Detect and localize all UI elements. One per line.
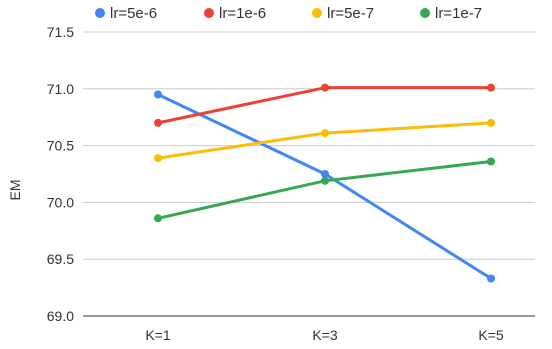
data-point [154, 118, 162, 127]
y-axis-label: EM [7, 180, 23, 201]
y-axis-ticks: 69.0 69.5 70.0 70.5 71.0 71.5 [47, 24, 74, 324]
data-point [487, 83, 495, 92]
x-tick-label: K=1 [145, 327, 171, 343]
data-point [487, 274, 495, 283]
grid-lines [83, 31, 535, 317]
x-tick-label: K=5 [478, 327, 504, 343]
y-tick-label: 70.5 [47, 138, 74, 154]
data-point [154, 90, 162, 99]
data-point [321, 176, 329, 185]
y-tick-label: 71.0 [47, 81, 74, 97]
legend-label: lr=5e-7 [327, 5, 374, 22]
legend: lr=5e-6 lr=1e-6 lr=5e-7 lr=1e-7 [95, 5, 482, 22]
data-point [321, 129, 329, 138]
data-point [321, 170, 329, 178]
legend-label: lr=5e-6 [110, 5, 157, 22]
data-point [487, 157, 495, 166]
x-axis-ticks: K=1 K=3 K=5 [145, 327, 504, 343]
y-tick-label: 70.0 [47, 194, 74, 210]
y-tick-label: 69.0 [47, 308, 74, 324]
data-point [487, 118, 495, 127]
legend-marker [95, 8, 105, 18]
x-tick-label: K=3 [312, 327, 338, 343]
series-line [156, 92, 493, 281]
y-tick-label: 71.5 [47, 24, 74, 40]
series-line [156, 160, 493, 220]
legend-marker [312, 8, 322, 18]
legend-marker [420, 8, 430, 18]
legend-label: lr=1e-7 [435, 5, 482, 22]
y-tick-label: 69.5 [47, 251, 74, 267]
data-point [321, 83, 329, 92]
data-point [154, 214, 162, 223]
series-line [156, 121, 493, 160]
legend-label: lr=1e-6 [219, 5, 266, 22]
series-lines [154, 83, 495, 283]
legend-marker [204, 8, 214, 18]
data-point [154, 154, 162, 163]
